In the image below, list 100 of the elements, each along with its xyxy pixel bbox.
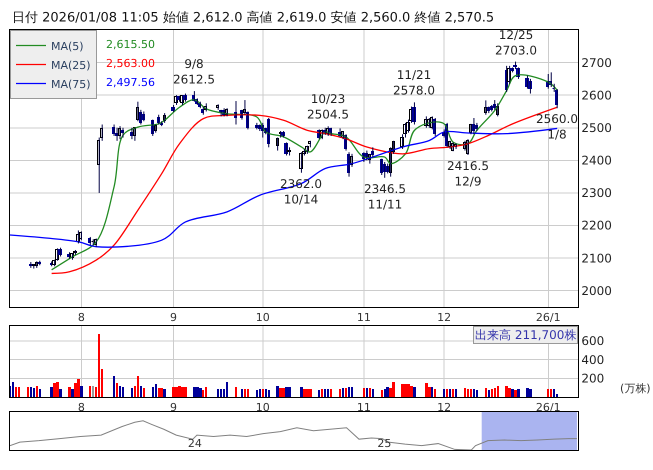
bar bbox=[143, 388, 145, 397]
chart-title: 日付 2026/01/08 11:05 始値 2,612.0 高値 2,619.0 安値 2,560.0 終値 2,570.5 bbox=[12, 10, 494, 26]
bar bbox=[318, 390, 320, 397]
x-tick-label: 8 bbox=[78, 401, 85, 414]
x-tick-label: 8 bbox=[78, 311, 85, 324]
bar bbox=[488, 390, 490, 397]
y-tick-label: 2000 bbox=[581, 284, 612, 298]
bar bbox=[77, 379, 80, 397]
bar bbox=[455, 389, 457, 397]
bar bbox=[303, 389, 306, 397]
bar bbox=[339, 389, 341, 397]
bar bbox=[553, 389, 555, 397]
bar bbox=[386, 387, 389, 397]
x-tick-label: 11 bbox=[356, 311, 371, 324]
bar bbox=[92, 386, 94, 397]
bar bbox=[505, 386, 508, 397]
bar bbox=[514, 390, 517, 397]
bar bbox=[345, 388, 347, 397]
bar bbox=[36, 386, 38, 397]
bar bbox=[526, 388, 529, 397]
bar bbox=[309, 389, 312, 397]
annotation: 12/25 2703.0 bbox=[495, 28, 537, 58]
bar bbox=[12, 382, 14, 397]
annotation: 9/8 2612.5 bbox=[173, 57, 215, 87]
bar bbox=[452, 389, 454, 397]
bar bbox=[122, 387, 124, 397]
bar bbox=[262, 389, 264, 397]
bar bbox=[324, 389, 326, 397]
bar bbox=[74, 383, 77, 397]
bar bbox=[470, 389, 472, 397]
bar bbox=[279, 388, 282, 397]
bar bbox=[366, 388, 368, 397]
bar bbox=[202, 390, 204, 397]
x-tick-label: 10 bbox=[256, 311, 270, 324]
annotation: 2560.0 1/8 bbox=[536, 112, 578, 142]
y-tick-label: 2700 bbox=[581, 56, 612, 70]
bar bbox=[369, 388, 371, 397]
bar bbox=[425, 383, 428, 397]
bar bbox=[508, 388, 511, 397]
x-tick-label: 12 bbox=[437, 401, 452, 414]
y-tick-label: 2600 bbox=[581, 88, 612, 102]
bar bbox=[158, 388, 160, 397]
bar bbox=[517, 389, 520, 397]
annotation: 2416.5 12/9 bbox=[447, 159, 489, 189]
legend-label: MA(25) bbox=[51, 58, 91, 72]
bar bbox=[80, 386, 83, 397]
bar bbox=[119, 386, 121, 397]
bar bbox=[342, 388, 344, 397]
x-tick-label: 24 bbox=[188, 437, 202, 450]
x-tick-label: 26/1 bbox=[536, 401, 561, 414]
bar bbox=[282, 388, 285, 397]
bar bbox=[321, 389, 323, 397]
bar bbox=[27, 387, 29, 397]
bar bbox=[300, 387, 303, 397]
bar bbox=[467, 389, 469, 397]
bar bbox=[485, 388, 487, 397]
bar bbox=[363, 388, 365, 397]
bar bbox=[244, 389, 246, 397]
annotation: 2,563.00 bbox=[106, 57, 155, 70]
bar bbox=[68, 387, 71, 397]
bar bbox=[351, 387, 353, 397]
bar bbox=[381, 390, 383, 397]
bar bbox=[30, 387, 32, 397]
bar bbox=[226, 382, 228, 397]
bar bbox=[18, 387, 20, 397]
bar bbox=[348, 387, 350, 397]
bar bbox=[550, 389, 552, 397]
bar bbox=[53, 383, 56, 397]
bar bbox=[172, 387, 175, 397]
bar bbox=[50, 387, 53, 397]
annotation: 10/23 2504.5 bbox=[307, 92, 349, 122]
annotation: 2,615.50 bbox=[106, 38, 155, 51]
annotation: 2,497.56 bbox=[106, 76, 155, 89]
x-tick-label: 25 bbox=[377, 437, 392, 450]
bar bbox=[443, 389, 445, 397]
y-tick-label: 200 bbox=[581, 372, 604, 386]
bar bbox=[160, 388, 163, 397]
bar bbox=[476, 390, 478, 397]
y-tick-label: 400 bbox=[581, 352, 604, 367]
bar bbox=[235, 387, 237, 397]
bar bbox=[131, 388, 133, 397]
y-axis-title: (万株) bbox=[620, 382, 651, 395]
bar bbox=[392, 382, 395, 397]
bar bbox=[434, 389, 436, 397]
y-tick-label: 2100 bbox=[581, 251, 612, 266]
x-tick-label: 10 bbox=[256, 401, 270, 414]
bar bbox=[39, 389, 41, 397]
x-tick-label: 9 bbox=[170, 401, 178, 414]
y-tick-label: 2200 bbox=[581, 218, 612, 233]
bar bbox=[276, 386, 279, 397]
bar bbox=[155, 384, 157, 397]
x-tick-label: 26/1 bbox=[536, 311, 561, 324]
bar bbox=[330, 389, 332, 397]
bar bbox=[491, 389, 493, 397]
bar bbox=[410, 386, 413, 397]
bar bbox=[494, 388, 496, 397]
bar bbox=[33, 388, 35, 397]
chart-title: 出来高 211,700株 bbox=[475, 328, 576, 342]
bar bbox=[89, 386, 91, 397]
y-tick-label: 600 bbox=[581, 334, 604, 348]
